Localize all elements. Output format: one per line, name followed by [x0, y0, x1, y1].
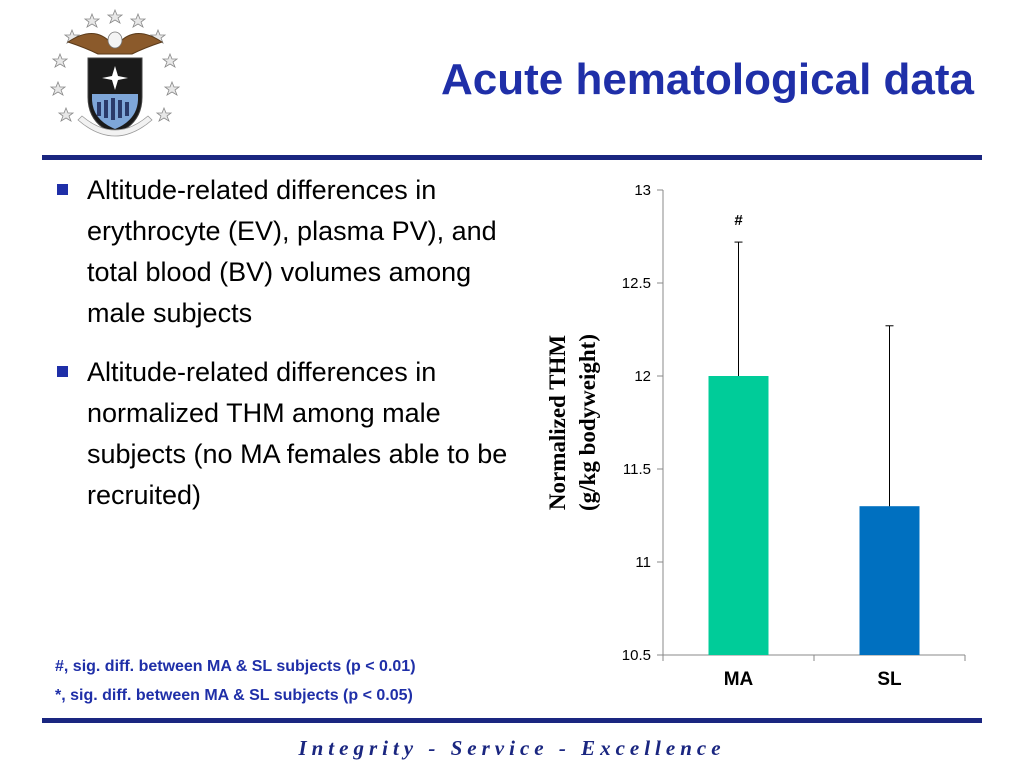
bar-sl [859, 506, 920, 655]
y-tick-label: 12 [634, 368, 651, 385]
significance-marker: # [734, 212, 743, 229]
thm-bar-chart: 10.5 11 11.5 12 12.5 13 MA SL # Normalized THM (g/… [545, 182, 966, 690]
x-category-label: MA [724, 669, 754, 690]
y-tick-label: 12.5 [622, 275, 651, 292]
y-axis-title-line: Normalized THM [545, 335, 570, 511]
square-bullet-icon [57, 184, 68, 195]
bottom-divider [42, 718, 982, 723]
slide-title: Acute hematological data [440, 55, 974, 104]
y-axis-title-line: (g/kg bodyweight) [575, 334, 600, 511]
bar-ma [708, 376, 769, 655]
y-tick-label: 11 [635, 554, 651, 571]
significance-note-p05: *, sig. diff. between MA & SL subjects (… [55, 687, 413, 704]
y-tick-label: 10.5 [622, 647, 651, 664]
x-category-label: SL [877, 669, 902, 690]
bullet-text: Altitude-related differences in normaliz… [87, 357, 508, 510]
air-force-academy-seal [49, 8, 181, 137]
y-tick-label: 13 [634, 182, 651, 199]
y-tick-label: 11.5 [623, 461, 651, 478]
bullet-text: Altitude-related differences in erythroc… [87, 175, 497, 328]
bullet-item: Altitude-related differences in normaliz… [55, 352, 510, 516]
significance-note-p01: #, sig. diff. between MA & SL subjects (… [55, 658, 416, 675]
top-divider [42, 155, 982, 160]
bullet-item: Altitude-related differences in erythroc… [55, 170, 510, 334]
footer-motto: Integrity - Service - Excellence [298, 736, 726, 760]
bullet-list: Altitude-related differences in erythroc… [55, 170, 510, 534]
square-bullet-icon [57, 366, 68, 377]
